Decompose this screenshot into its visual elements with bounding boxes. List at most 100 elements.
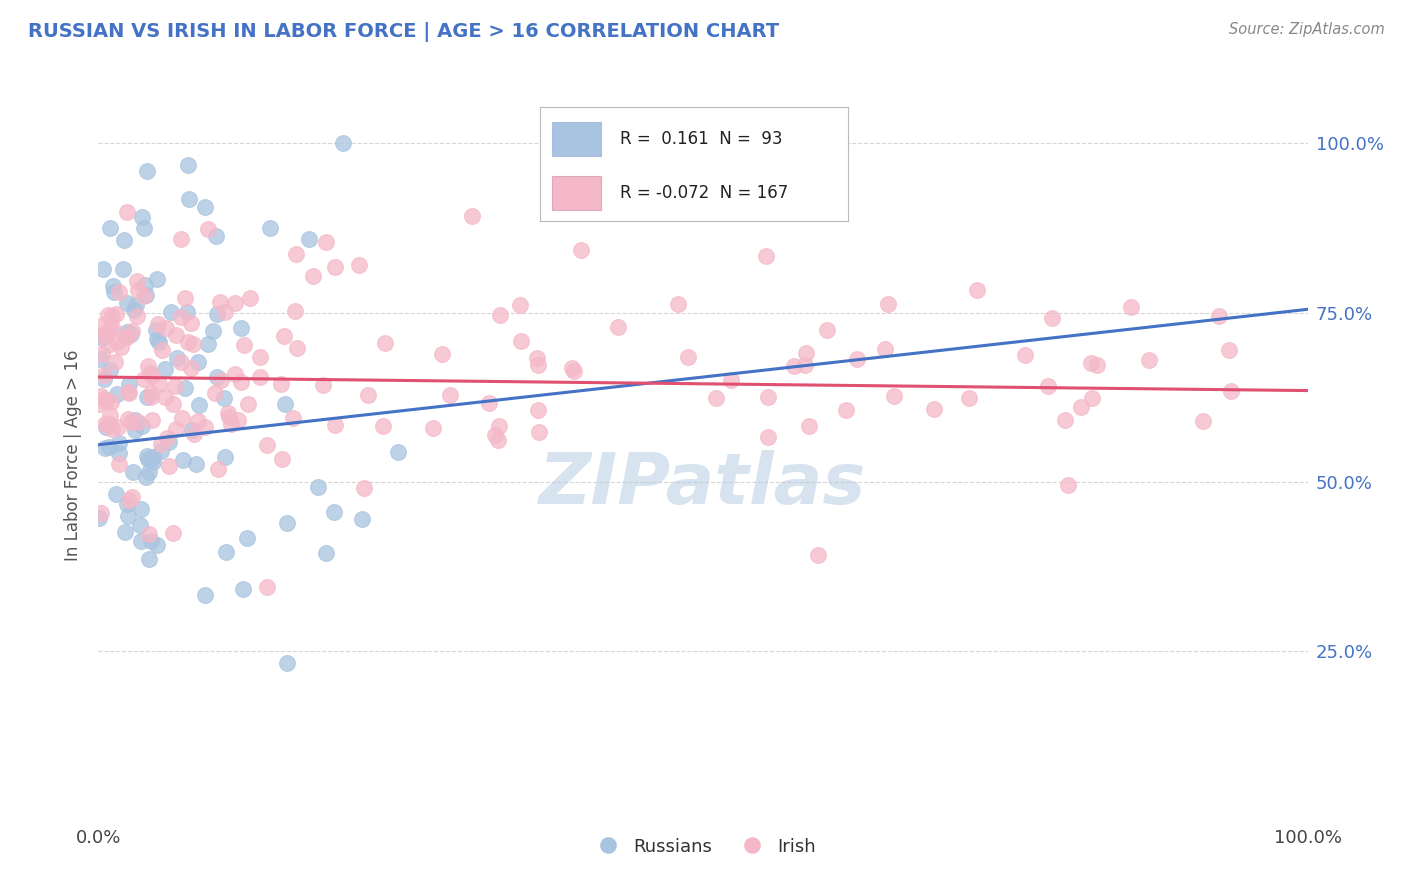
Point: [148, 377, 170, 392]
Point: [720, 373, 742, 387]
Point: [117, 296, 139, 310]
Point: [97, 326, 120, 340]
Point: [235, 531, 257, 545]
Point: [115, 325, 138, 339]
Point: [231, 321, 253, 335]
Point: [132, 220, 155, 235]
Point: [1208, 310, 1230, 324]
Point: [259, 221, 281, 235]
Point: [207, 306, 229, 320]
Point: [922, 401, 945, 416]
Point: [117, 509, 139, 524]
Point: [155, 362, 177, 376]
Point: [162, 525, 184, 540]
Point: [188, 397, 211, 411]
Point: [108, 435, 131, 450]
Point: [105, 307, 128, 321]
Point: [238, 396, 260, 410]
Point: [127, 283, 149, 297]
Point: [96, 394, 118, 409]
Point: [165, 328, 187, 343]
Point: [87, 397, 110, 411]
Point: [134, 372, 156, 386]
Point: [488, 419, 510, 434]
Point: [87, 510, 110, 524]
Point: [114, 524, 136, 539]
Point: [229, 375, 252, 389]
Point: [112, 233, 135, 247]
Point: [873, 343, 896, 357]
Point: [202, 324, 225, 338]
Point: [146, 317, 169, 331]
Point: [439, 387, 461, 401]
Point: [93, 441, 115, 455]
Point: [224, 367, 246, 381]
Point: [141, 368, 163, 383]
Point: [1191, 414, 1213, 428]
Point: [177, 334, 200, 349]
Text: RUSSIAN VS IRISH IN LABOR FORCE | AGE > 16 CORRELATION CHART: RUSSIAN VS IRISH IN LABOR FORCE | AGE > …: [28, 22, 779, 42]
Point: [276, 656, 298, 670]
Point: [170, 232, 193, 246]
Point: [323, 260, 346, 274]
Point: [94, 417, 117, 432]
Point: [489, 308, 512, 322]
Point: [1119, 300, 1142, 314]
Point: [93, 372, 115, 386]
Point: [1139, 352, 1161, 367]
Point: [1219, 384, 1241, 398]
Point: [93, 329, 115, 343]
Point: [132, 289, 155, 303]
Point: [756, 430, 779, 444]
Point: [127, 309, 149, 323]
Point: [115, 330, 138, 344]
Point: [125, 274, 148, 288]
Point: [204, 386, 226, 401]
Point: [97, 308, 120, 322]
Point: [1081, 391, 1104, 405]
Point: [218, 410, 240, 425]
Point: [170, 411, 193, 425]
Point: [1080, 356, 1102, 370]
Point: [105, 487, 128, 501]
Point: [174, 291, 197, 305]
Point: [98, 440, 121, 454]
Point: [298, 232, 321, 246]
Point: [118, 377, 141, 392]
Point: [270, 376, 292, 391]
Point: [138, 527, 160, 541]
Point: [98, 417, 121, 432]
Point: [350, 512, 373, 526]
Point: [347, 259, 370, 273]
Point: [312, 378, 335, 392]
Point: [105, 387, 128, 401]
Point: [281, 410, 304, 425]
Point: [256, 580, 278, 594]
Point: [176, 305, 198, 319]
Point: [284, 303, 307, 318]
Point: [174, 381, 197, 395]
Point: [98, 221, 121, 235]
Point: [159, 305, 181, 319]
Point: [205, 369, 228, 384]
Point: [371, 419, 394, 434]
Point: [177, 158, 200, 172]
Point: [117, 386, 139, 401]
Point: [149, 436, 172, 450]
Point: [226, 413, 249, 427]
Point: [121, 491, 143, 505]
Point: [285, 341, 308, 355]
Text: Source: ZipAtlas.com: Source: ZipAtlas.com: [1229, 22, 1385, 37]
Point: [794, 346, 817, 360]
Point: [148, 335, 170, 350]
Point: [957, 392, 980, 406]
Point: [98, 408, 121, 422]
Point: [197, 337, 219, 351]
Point: [807, 548, 830, 562]
Point: [121, 465, 143, 479]
Point: [815, 323, 838, 337]
Point: [704, 391, 727, 405]
Point: [135, 288, 157, 302]
Point: [111, 261, 134, 276]
Point: [131, 418, 153, 433]
